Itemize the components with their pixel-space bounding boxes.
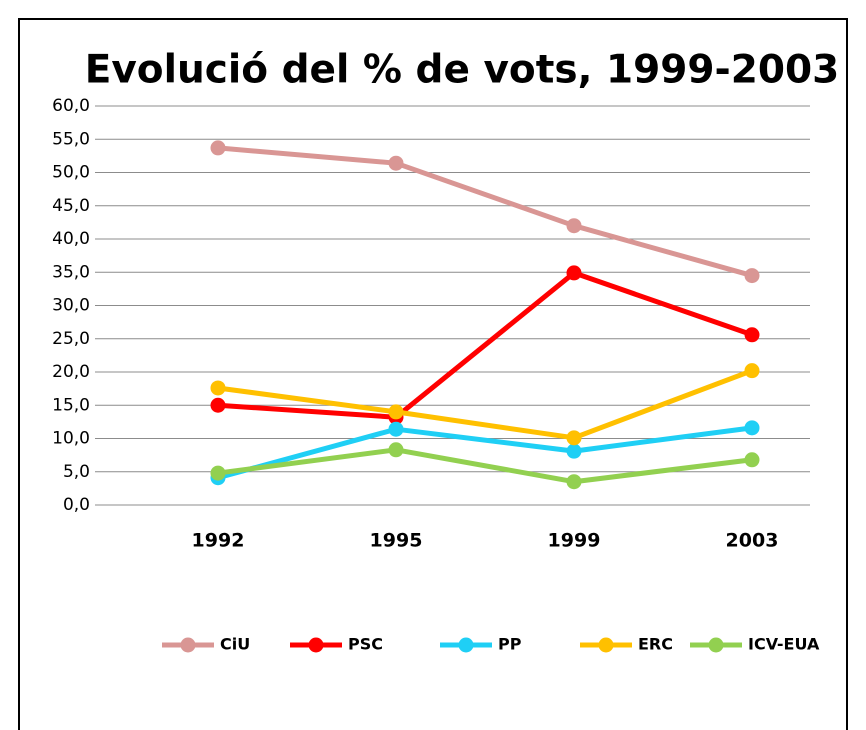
y-tick-label: 20,0 (52, 362, 90, 382)
y-tick-label: 10,0 (52, 429, 90, 449)
chart-border (18, 18, 848, 730)
data-point (210, 380, 226, 396)
data-point (566, 430, 582, 446)
x-tick-label: 1995 (370, 530, 423, 552)
series-line (217, 145, 753, 278)
y-tick-label: 50,0 (52, 163, 90, 183)
data-point (388, 404, 404, 420)
data-point (744, 420, 760, 436)
legend-label: CiU (220, 635, 250, 654)
y-tick-label: 5,0 (63, 462, 90, 482)
data-point (388, 155, 404, 171)
y-tick-label: 55,0 (52, 129, 90, 149)
data-point (744, 452, 760, 468)
legend-marker (458, 637, 474, 653)
data-point (388, 421, 404, 437)
data-point (388, 442, 404, 458)
legend-marker (708, 637, 724, 653)
series-line (217, 447, 753, 485)
legend-marker (308, 637, 324, 653)
legend-marker (180, 637, 196, 653)
data-point (566, 265, 582, 281)
data-point (210, 397, 226, 413)
y-tick-label: 0,0 (63, 495, 90, 515)
y-tick-label: 15,0 (52, 395, 90, 415)
y-tick-label: 30,0 (52, 296, 90, 316)
data-point (210, 140, 226, 156)
series-line (217, 368, 753, 441)
legend-marker (598, 637, 614, 653)
x-tick-label: 2003 (726, 530, 779, 552)
y-tick-label: 35,0 (52, 262, 90, 282)
data-point (566, 443, 582, 459)
data-point (744, 268, 760, 284)
legend-label: PSC (348, 635, 383, 654)
x-tick-label: 1992 (192, 530, 245, 552)
data-point (744, 327, 760, 343)
data-point (210, 465, 226, 481)
data-point (744, 363, 760, 379)
series-line (217, 270, 753, 420)
legend-label: ERC (638, 635, 673, 654)
y-tick-label: 40,0 (52, 229, 90, 249)
y-tick-label: 25,0 (52, 329, 90, 349)
y-tick-label: 45,0 (52, 196, 90, 216)
legend-label: PP (498, 635, 522, 654)
legend-label: ICV-EUA (748, 635, 820, 654)
data-point (566, 474, 582, 490)
series-line (217, 425, 753, 481)
y-tick-label: 60,0 (52, 96, 90, 116)
data-point (566, 218, 582, 234)
x-tick-label: 1999 (548, 530, 601, 552)
chart-title: Evolució del % de vots, 1999-2003 (85, 48, 840, 93)
